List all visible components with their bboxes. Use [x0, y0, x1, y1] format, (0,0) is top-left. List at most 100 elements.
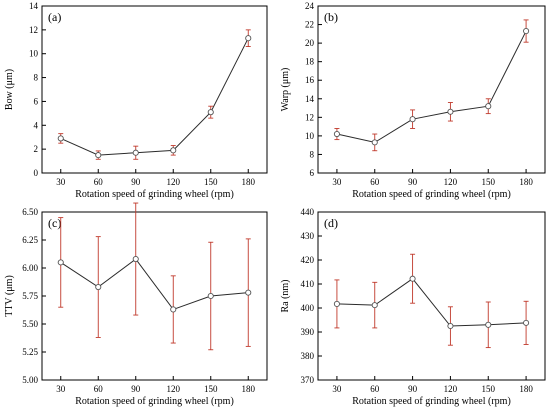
data-point — [523, 27, 530, 35]
y-tick-label: 14 — [305, 94, 315, 104]
x-tick-label: 150 — [204, 384, 218, 394]
y-tick-label: 16 — [305, 75, 315, 85]
data-point — [170, 147, 177, 154]
data-point — [170, 306, 177, 313]
plot-frame — [317, 211, 546, 381]
x-tick-label: 150 — [204, 177, 218, 187]
x-tick-label: 30 — [332, 384, 342, 394]
y-tick-label: 380 — [301, 351, 315, 361]
x-tick-label: 120 — [167, 384, 181, 394]
x-tick-label: 60 — [94, 177, 104, 187]
data-point — [95, 283, 102, 291]
data-point — [447, 322, 454, 330]
y-tick-label: 20 — [305, 38, 315, 48]
data-point — [523, 319, 530, 326]
x-tick-label: 150 — [482, 177, 496, 187]
plot-frame — [317, 5, 546, 174]
data-point — [333, 300, 340, 307]
x-tick-label: 30 — [56, 384, 66, 394]
y-tick-label: 22 — [305, 20, 314, 30]
x-tick-label: 90 — [131, 384, 141, 394]
chart-panel-3: 5.00 5.25 5.50 5.75 6.00 6.25 6.50 30 60 90 120 150… — [4, 202, 268, 407]
x-tick-label: 60 — [94, 384, 104, 394]
y-tick-label: 6.00 — [22, 263, 38, 273]
x-tick-label: 60 — [370, 177, 380, 187]
data-point — [371, 302, 378, 309]
panel-label: (d) — [324, 216, 338, 230]
x-tick-label: 30 — [332, 177, 342, 187]
y-tick-label: 6.25 — [22, 235, 38, 245]
x-tick-label: 60 — [370, 384, 380, 394]
panel-label: (c) — [48, 216, 61, 230]
data-point — [485, 103, 492, 110]
data-point — [57, 135, 64, 142]
x-tick-label: 90 — [408, 384, 418, 394]
y-tick-label: 12 — [29, 25, 38, 35]
y-tick-label: 420 — [301, 255, 315, 265]
data-point — [333, 130, 340, 138]
series-line — [60, 37, 249, 156]
chart-panel-1: 0 2 4 6 8 10 12 14 30 60 90 120 150 180 Rotation speed… — [4, 1, 268, 200]
x-tick-label: 150 — [482, 384, 496, 394]
y-tick-label: 5.00 — [22, 375, 38, 385]
data-point — [132, 255, 139, 263]
x-tick-label: 180 — [242, 177, 256, 187]
data-point — [409, 275, 416, 282]
x-tick-label: 180 — [242, 384, 256, 394]
y-tick-label: 8 — [34, 73, 39, 83]
y-axis-label: Warp (μm) — [280, 68, 291, 112]
y-tick-label: 430 — [301, 231, 315, 241]
y-tick-label: 6 — [310, 168, 315, 178]
y-tick-label: 400 — [301, 303, 315, 313]
chart-panel-2: 6 8 10 12 14 16 18 20 22 24 30 60 90 120 150 180 Rotatio… — [280, 1, 546, 200]
x-axis-label: Rotation speed of grinding wheel (rpm) — [75, 396, 234, 407]
data-point — [207, 109, 214, 116]
y-axis-label: Ra (nm) — [280, 279, 291, 312]
y-axis-label: Bow (μm) — [4, 69, 15, 110]
y-tick-label: 390 — [301, 327, 315, 337]
y-tick-label: 2 — [34, 144, 39, 154]
y-tick-label: 440 — [301, 207, 315, 217]
plot-frame — [41, 5, 268, 174]
y-tick-label: 5.25 — [22, 347, 38, 357]
data-point — [95, 152, 102, 159]
y-tick-label: 410 — [301, 279, 315, 289]
y-tick-label: 5.50 — [22, 319, 38, 329]
data-point — [57, 259, 64, 266]
x-tick-label: 90 — [131, 177, 141, 187]
y-tick-label: 8 — [310, 149, 315, 159]
y-tick-label: 12 — [305, 112, 314, 122]
data-point — [485, 321, 492, 328]
data-point — [207, 292, 214, 300]
y-tick-label: 0 — [34, 168, 39, 178]
y-tick-label: 18 — [305, 57, 315, 67]
y-tick-label: 6 — [34, 96, 39, 106]
x-tick-label: 180 — [519, 177, 533, 187]
y-tick-label: 10 — [29, 49, 39, 59]
y-axis-label: TTV (μm) — [4, 275, 15, 317]
y-tick-label: 10 — [305, 131, 315, 141]
data-point — [409, 116, 416, 123]
x-tick-label: 120 — [167, 177, 181, 187]
y-tick-label: 370 — [301, 375, 315, 385]
y-tick-label: 4 — [34, 120, 39, 130]
x-axis-label: Rotation speed of grinding wheel (rpm) — [75, 189, 234, 200]
x-axis-label: Rotation speed of grinding wheel (rpm) — [352, 189, 511, 200]
data-point — [447, 108, 454, 115]
plot-frame — [41, 211, 268, 381]
data-point — [245, 35, 252, 42]
panel-label: (a) — [48, 10, 61, 24]
panel-label: (b) — [324, 10, 338, 24]
series-line — [60, 258, 249, 311]
y-tick-label: 14 — [29, 1, 39, 11]
x-tick-label: 120 — [444, 177, 458, 187]
y-tick-label: 6.50 — [22, 207, 38, 217]
x-tick-label: 90 — [408, 177, 418, 187]
y-tick-label: 24 — [305, 1, 315, 11]
x-tick-label: 30 — [56, 177, 66, 187]
data-point — [245, 289, 252, 296]
data-point — [132, 149, 139, 156]
series-line — [336, 278, 527, 327]
x-axis-label: Rotation speed of grinding wheel (rpm) — [352, 396, 511, 407]
